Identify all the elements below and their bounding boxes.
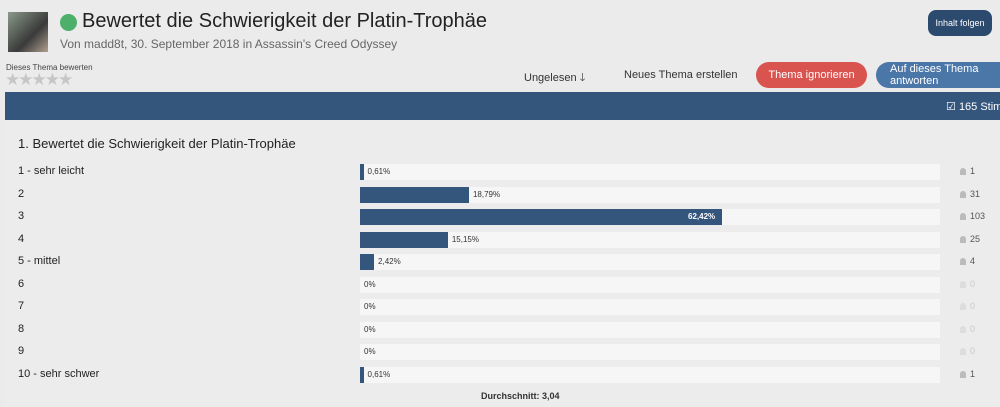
- person-icon: [960, 348, 966, 355]
- bar-track: 62,42%: [360, 209, 940, 225]
- percent-label: 0,61%: [367, 369, 391, 379]
- person-icon: [960, 370, 966, 378]
- poll-total-text: 165 Stimmen: [958, 101, 1000, 113]
- person-icon: [960, 280, 966, 288]
- avatar[interactable]: [8, 12, 48, 52]
- percent-label: 2,42%: [378, 257, 401, 266]
- vote-count: 1: [970, 368, 976, 379]
- rating-label: Dieses Thema bewerten: [6, 63, 93, 72]
- bar: [360, 164, 364, 180]
- percent-label: 62,42%: [688, 212, 716, 221]
- person-icon: [960, 190, 966, 198]
- person-icon: [960, 258, 966, 265]
- bar-track: 0%: [360, 276, 940, 293]
- option-label: 5 - mittel: [18, 255, 61, 267]
- percent-label: 15,15%: [451, 234, 479, 244]
- bar: [360, 254, 375, 270]
- bar: [360, 366, 364, 383]
- person-icon: [960, 325, 966, 333]
- option-label: 1 - sehr leicht: [18, 165, 85, 177]
- poll-average: Durchschnitt: 3,04: [481, 391, 560, 401]
- vote-count: 4: [970, 256, 976, 266]
- bar-track: 0%: [360, 299, 940, 315]
- bar-track: 0%: [360, 344, 940, 360]
- bar-track: 2,42%: [360, 254, 940, 270]
- option-label: 7: [18, 300, 25, 312]
- option-label: 6: [18, 277, 25, 290]
- ignore-button[interactable]: Thema ignorieren: [756, 62, 867, 88]
- vote-count: 103: [970, 211, 986, 221]
- percent-label: 0%: [364, 302, 376, 311]
- unread-text[interactable]: Ungelesen: [524, 72, 577, 84]
- vote-count: 0: [970, 346, 976, 356]
- bar: [360, 186, 469, 203]
- reply-button[interactable]: Auf dieses Thema antworten: [876, 62, 1000, 88]
- vote-count: 0: [970, 323, 976, 334]
- option-label: 8: [18, 322, 25, 335]
- person-icon: [960, 168, 966, 175]
- reply-text[interactable]: Auf dieses Thema antworten: [890, 63, 979, 87]
- person-icon: [960, 213, 966, 220]
- new-topic-link[interactable]: Neues Thema erstellen: [624, 69, 738, 81]
- unread-link[interactable]: Ungelesen 🡓: [524, 69, 585, 88]
- bar: [360, 209, 723, 225]
- vote-count: 0: [970, 278, 976, 289]
- byline[interactable]: Von madd8t, 30. September 2018 in Assass…: [60, 37, 398, 51]
- option-label: 4: [18, 232, 25, 245]
- percent-label: 0%: [364, 324, 376, 334]
- pin-icon: [60, 14, 77, 31]
- poll-total: ☑ 165 Stimmen: [946, 100, 1000, 113]
- vote-count: 31: [970, 188, 981, 199]
- topic-title: Bewertet die Schwierigkeit der Platin-Tr…: [82, 10, 488, 32]
- percent-label: 0%: [364, 279, 376, 289]
- option-label: 3: [18, 210, 25, 222]
- poll-question: 1. Bewertet die Schwierigkeit der Platin…: [18, 136, 296, 151]
- vote-count: 1: [970, 166, 976, 176]
- percent-label: 18,79%: [472, 189, 501, 199]
- bar-track: 0%: [360, 321, 940, 338]
- person-icon: [960, 303, 966, 310]
- vote-count: 25: [970, 233, 981, 244]
- bar: [360, 231, 448, 248]
- check-icon: ☑: [946, 101, 956, 113]
- percent-label: 0%: [364, 347, 376, 356]
- person-icon: [960, 235, 966, 243]
- option-label: 10 - sehr schwer: [18, 367, 100, 380]
- vote-count: 0: [970, 301, 976, 311]
- bar-track: 18,79%: [360, 186, 940, 203]
- bar-track: 0,61%: [360, 164, 940, 180]
- bar-track: 15,15%: [360, 231, 940, 248]
- percent-label: 0,61%: [367, 167, 391, 176]
- rating-stars[interactable]: ★★★★★: [5, 70, 73, 89]
- bar-track: 0,61%: [360, 366, 940, 383]
- follow-button[interactable]: Inhalt folgen: [928, 10, 992, 36]
- option-label: 9: [18, 345, 25, 357]
- option-label: 2: [18, 187, 25, 200]
- arrow-icon: 🡓: [579, 72, 586, 84]
- poll-bar: ☑ 165 Stimmen: [5, 92, 1000, 120]
